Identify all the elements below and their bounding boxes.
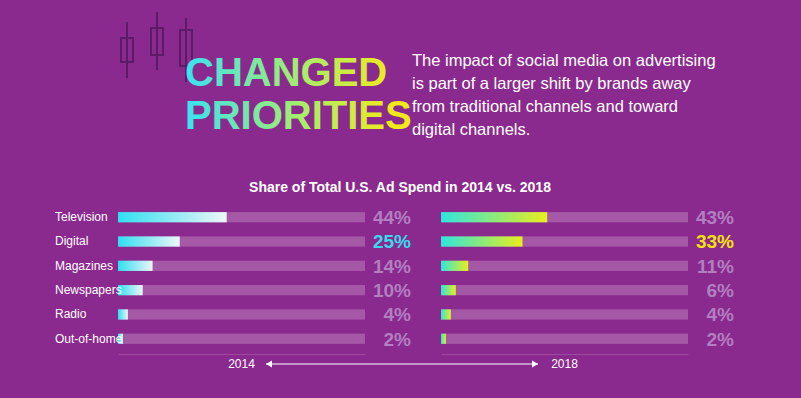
track <box>118 261 365 271</box>
track <box>118 212 365 222</box>
track <box>441 334 688 344</box>
data-labels: 44% 25% 14% 10% 4% 2% <box>373 207 411 350</box>
candle-wick <box>156 12 158 70</box>
bar <box>118 261 153 271</box>
tick: Digital <box>55 234 118 248</box>
data-label: 4% <box>384 304 412 325</box>
arrow-head <box>532 361 538 368</box>
track <box>441 212 688 222</box>
data-label: 33% <box>696 231 734 252</box>
x-axis <box>442 354 689 355</box>
category-label: Magazines <box>55 259 113 273</box>
candle-wick <box>126 22 128 78</box>
track <box>441 236 688 246</box>
bar-panel: Television Digital Magazines Newspapers Radi… <box>55 199 411 359</box>
category-label: Out-of-home <box>55 332 123 346</box>
tick: Radio <box>55 307 118 321</box>
time-arrow <box>266 361 538 368</box>
tracks <box>118 212 365 344</box>
description: is part of a larger shift by brands away <box>412 74 692 92</box>
track <box>118 285 365 295</box>
decoration <box>121 12 192 82</box>
bar <box>441 236 523 246</box>
tick: Out-of-home <box>55 332 123 346</box>
candle-body <box>151 28 163 55</box>
bar <box>118 236 180 246</box>
background <box>0 0 801 398</box>
data-label: 43% <box>696 207 734 228</box>
track <box>441 285 688 295</box>
infographic: CHANGEDPRIORITIES The impact of social me… <box>0 0 801 398</box>
category-label: Radio <box>55 307 87 321</box>
chart-title: Share of Total U.S. Ad Spend in 2014 vs.… <box>249 179 551 195</box>
x-axis-line <box>442 354 689 355</box>
data-label: 44% <box>373 207 411 228</box>
data-label: 14% <box>373 256 411 277</box>
title: PRIORITIES <box>185 93 412 137</box>
category-label: Newspapers <box>55 283 122 297</box>
bar <box>441 285 456 295</box>
data-label: 25% <box>373 231 411 252</box>
track <box>118 236 365 246</box>
arrow-head <box>266 361 272 368</box>
bars <box>441 212 547 344</box>
description: from traditional channels and toward <box>412 97 678 115</box>
track <box>441 261 688 271</box>
bar-panel: 43% 33% 11% 6% 4% 2% <box>441 207 734 354</box>
bar <box>441 261 468 271</box>
bar <box>118 285 143 295</box>
title: CHANGED <box>185 50 387 94</box>
x-axis-label: 2018 <box>551 357 578 371</box>
data-label: 2% <box>707 329 735 350</box>
x-axis-line <box>119 354 366 355</box>
data-label: 4% <box>707 304 735 325</box>
bar <box>441 309 451 319</box>
description: digital channels. <box>412 120 530 138</box>
data-label: 11% <box>697 256 734 277</box>
track <box>441 309 688 319</box>
candle-body <box>121 38 133 62</box>
data-label: 6% <box>707 280 735 301</box>
tracks <box>441 212 688 344</box>
track <box>118 334 365 344</box>
data-label: 2% <box>384 329 412 350</box>
bars <box>118 212 227 344</box>
data-labels: 43% 33% 11% 6% 4% 2% <box>696 207 734 350</box>
y-axis: Television Digital Magazines Newspapers Radi… <box>55 199 123 359</box>
track <box>118 309 365 319</box>
bar <box>118 212 227 222</box>
x-axis-label: 2014 <box>228 357 255 371</box>
tick: Newspapers <box>55 283 122 297</box>
x-axis <box>119 354 366 355</box>
description: The impact of social media on advertisin… <box>412 51 716 69</box>
category-label: Digital <box>55 234 88 248</box>
bar <box>118 309 128 319</box>
data-label: 10% <box>373 280 411 301</box>
bar <box>441 212 547 222</box>
bar <box>441 334 446 344</box>
category-label: Television <box>55 210 108 224</box>
tick: Television <box>55 210 118 224</box>
arrow-line <box>266 364 538 365</box>
tick: Magazines <box>55 259 118 273</box>
